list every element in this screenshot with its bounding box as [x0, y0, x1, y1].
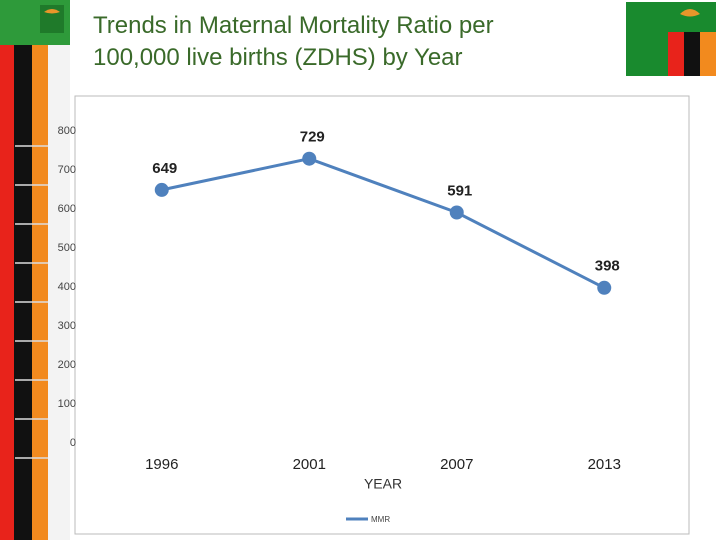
- y-tick-label: 200: [58, 359, 76, 371]
- y-tick-label: 0: [70, 437, 76, 449]
- legend-label: MMR: [371, 515, 390, 524]
- marker: [302, 151, 317, 166]
- data-label: 591: [447, 182, 472, 199]
- marker: [597, 280, 612, 295]
- x-tick-label: 2007: [440, 456, 473, 473]
- marker: [154, 182, 169, 197]
- flag: [626, 2, 716, 76]
- marker: [449, 205, 464, 220]
- data-label: 649: [152, 160, 177, 177]
- x-axis-label: YEAR: [364, 476, 402, 492]
- data-label: 729: [300, 129, 325, 146]
- y-tick-label: 100: [58, 398, 76, 410]
- x-tick-label: 1996: [145, 456, 178, 473]
- x-tick-label: 2013: [588, 456, 621, 473]
- stripe-red: [0, 45, 14, 540]
- y-tick-label: 400: [58, 281, 76, 293]
- chart-frame: [74, 95, 690, 535]
- line: [161, 157, 605, 290]
- y-tick-label: 300: [58, 320, 76, 332]
- x-tick-label: 2001: [293, 456, 326, 473]
- eagle-icon: [44, 9, 60, 14]
- stripe-black: [14, 45, 32, 540]
- y-tick-label: 700: [58, 164, 76, 176]
- stripe-orange: [32, 45, 48, 540]
- y-tick-label: 800: [58, 125, 76, 137]
- chart-title: Trends in Maternal Mortality Ratio per 1…: [93, 12, 494, 71]
- y-tick-label: 500: [58, 242, 76, 254]
- data-label: 398: [595, 258, 620, 275]
- y-tick-label: 600: [58, 203, 76, 215]
